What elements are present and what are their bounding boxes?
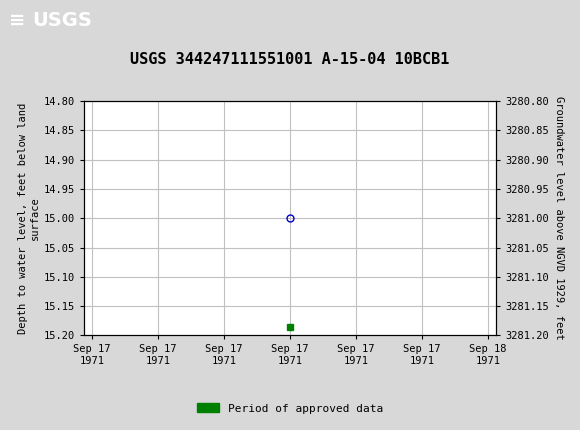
Legend: Period of approved data: Period of approved data: [193, 399, 387, 418]
Y-axis label: Depth to water level, feet below land
surface: Depth to water level, feet below land su…: [18, 103, 39, 334]
Text: USGS: USGS: [32, 11, 92, 30]
Text: USGS 344247111551001 A-15-04 10BCB1: USGS 344247111551001 A-15-04 10BCB1: [130, 52, 450, 67]
Text: ≡: ≡: [9, 11, 25, 30]
Y-axis label: Groundwater level above NGVD 1929, feet: Groundwater level above NGVD 1929, feet: [554, 96, 564, 340]
